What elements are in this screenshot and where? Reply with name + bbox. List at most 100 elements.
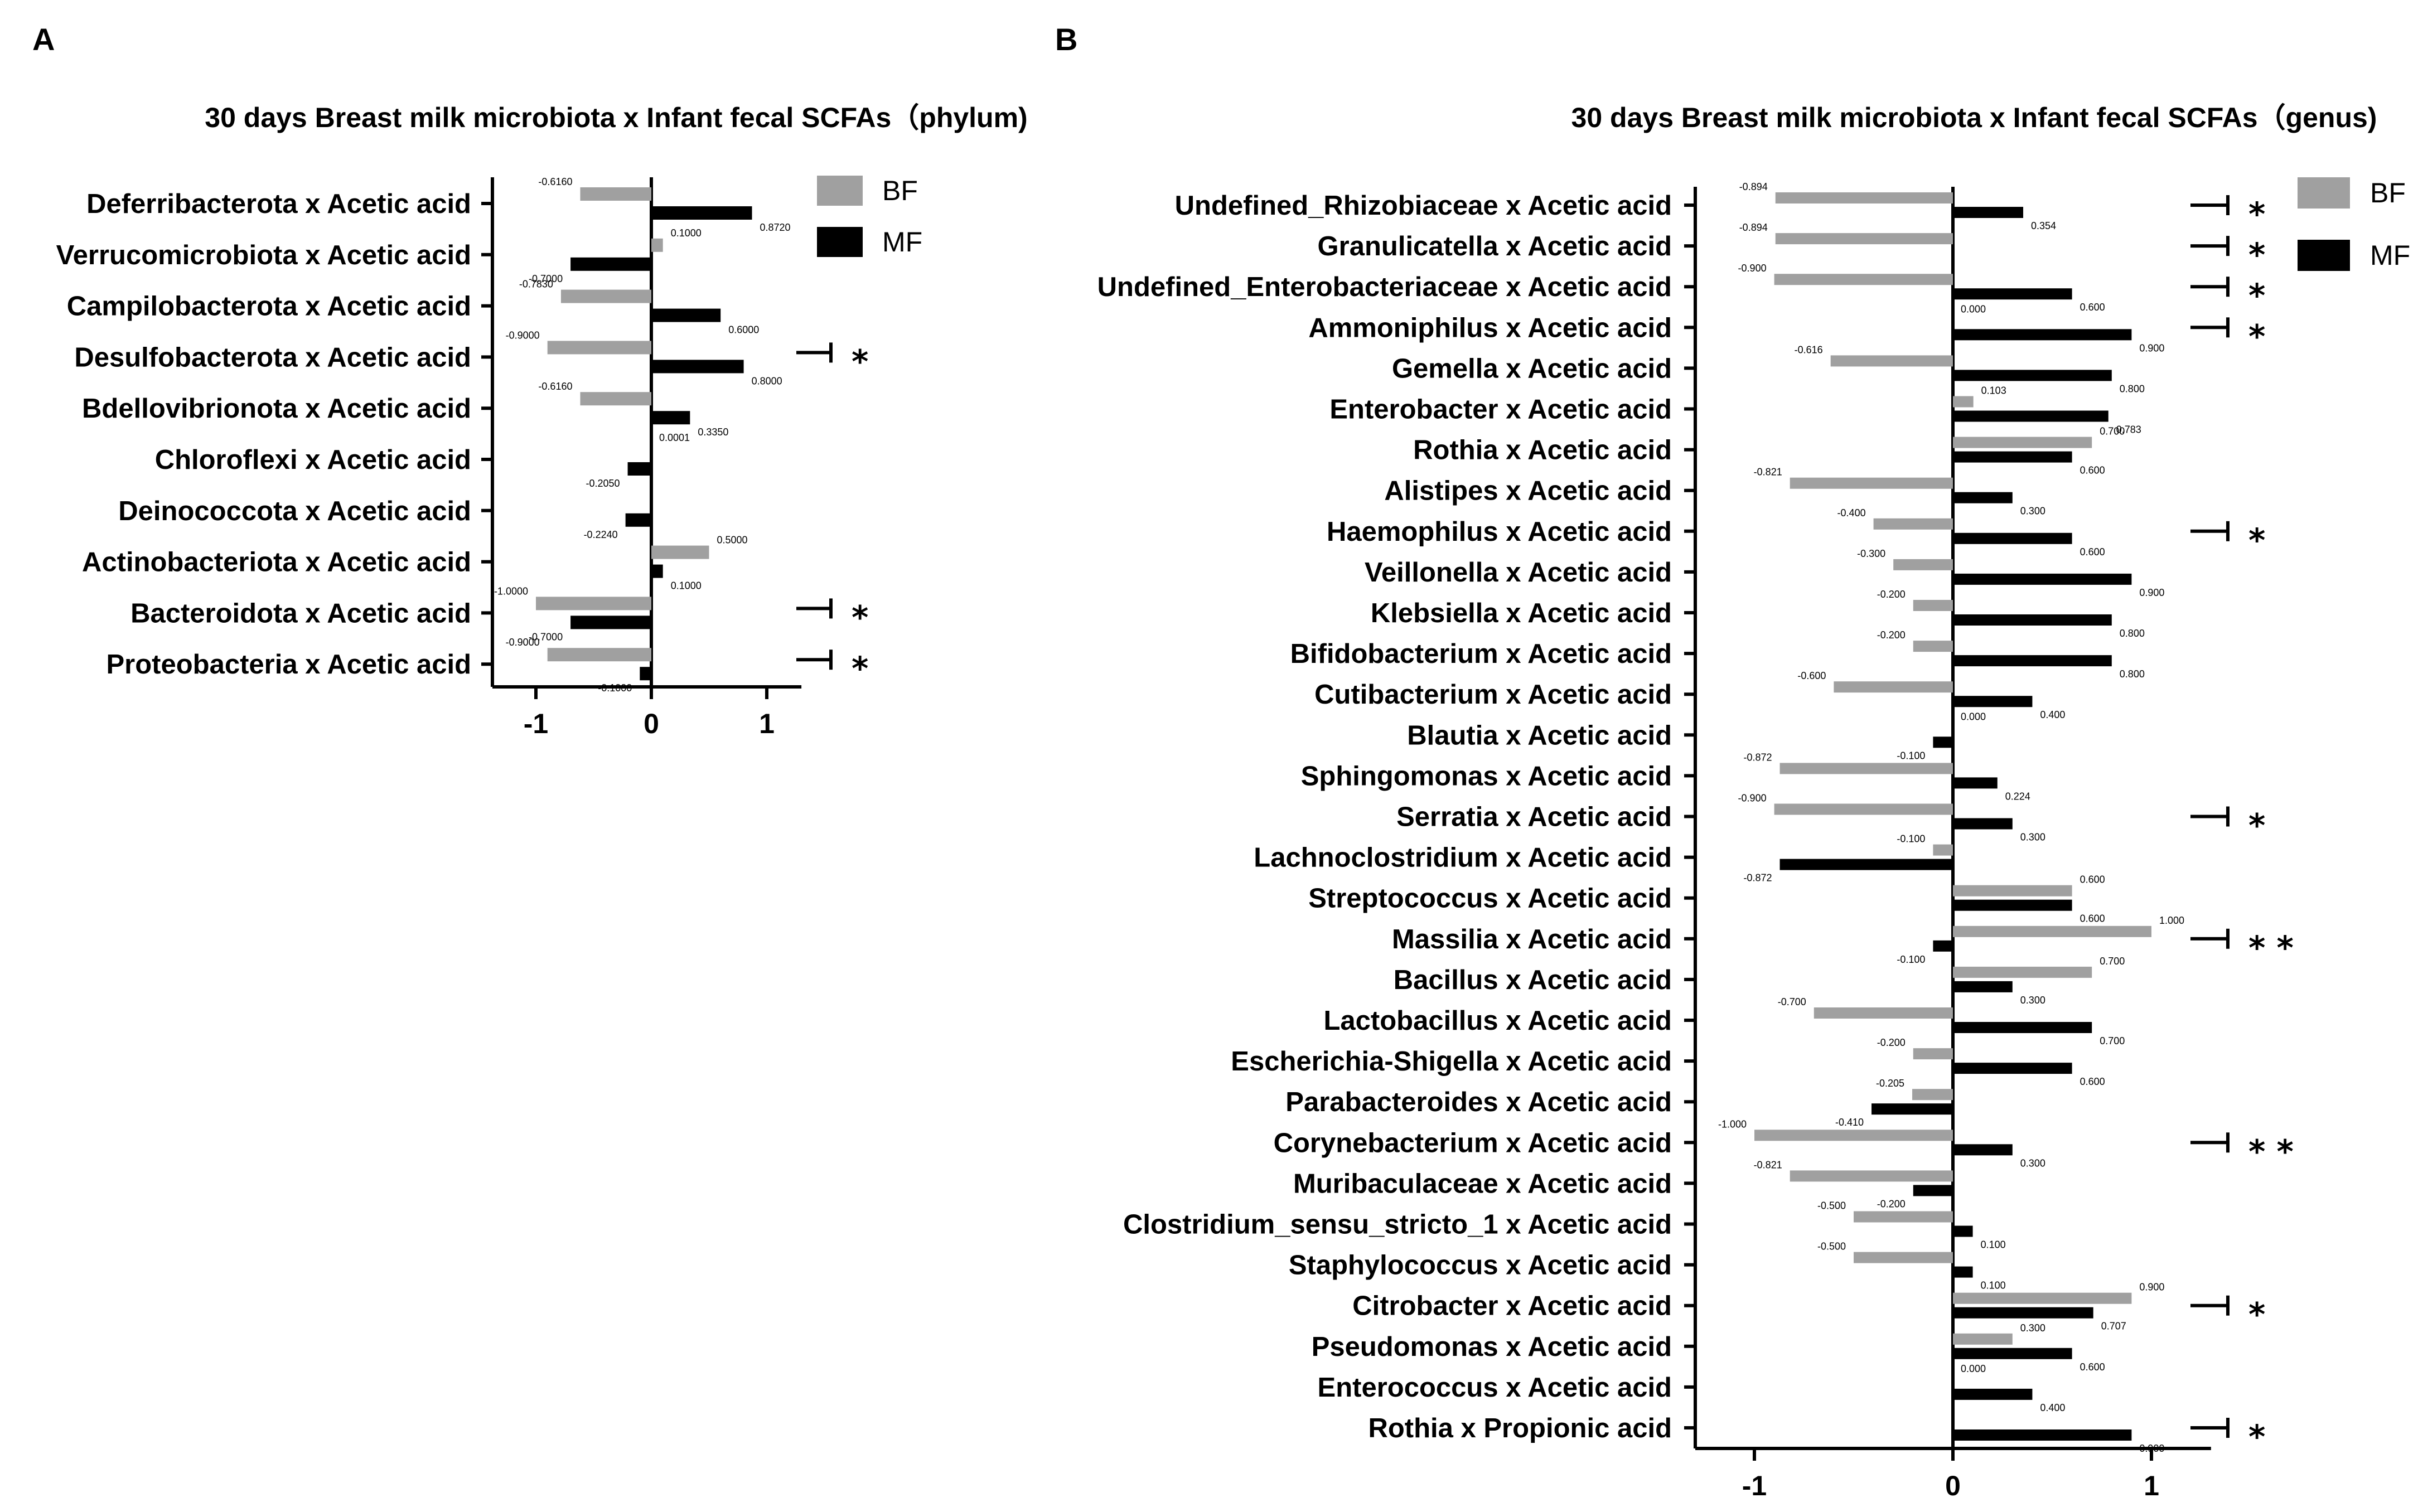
panel-b-mf-bar: [1953, 818, 2013, 830]
panel-a-category-label: Actinobacteriota x Acetic acid: [82, 547, 471, 578]
panel-b-mf-value-label: 0.800: [2120, 628, 2145, 639]
panel-b-bf-bar: [1779, 763, 1953, 774]
panel-a-title: 30 days Breast milk microbiota x Infant …: [205, 102, 1027, 133]
panel-b-x-tick-label: -1: [1742, 1470, 1767, 1501]
panel-b-bf-value-label: 0.900: [2139, 1282, 2164, 1293]
panel-b-bf-bar: [1953, 1333, 2013, 1345]
panel-b-category-label: Citrobacter x Acetic acid: [1352, 1291, 1672, 1321]
panel-b-bf-value-label: -0.500: [1817, 1200, 1846, 1211]
panel-b-mf-value-label: 0.900: [2139, 1443, 2164, 1454]
panel-a-bf-value-label: -0.9000: [506, 329, 540, 341]
panel-a-category-label: Deferribacterota x Acetic acid: [86, 189, 471, 219]
panel-b-bf-value-label: -0.300: [1857, 548, 1885, 559]
panel-a-bf-bar: [580, 187, 651, 201]
panel-b-bf-value-label: -0.200: [1877, 629, 1906, 641]
panel-b-x-tick-label: 0: [1945, 1470, 1961, 1501]
panel-b-category-label: Undefined_Rhizobiaceae x Acetic acid: [1175, 191, 1672, 221]
panel-b-mf-bar: [1871, 1103, 1953, 1115]
panel-b-bf-value-label: 0.300: [2020, 1322, 2045, 1334]
panel-b-legend-swatch-bf: [2298, 177, 2350, 209]
panel-b-category-label: Rothia x Propionic acid: [1368, 1413, 1672, 1443]
panel-b-bf-value-label: -0.205: [1876, 1078, 1904, 1089]
panel-b-mf-value-label: 0.700: [2100, 1035, 2125, 1046]
panel-b-bf-bar: [1913, 600, 1953, 611]
panel-b-mf-value-label: 0.600: [2080, 913, 2105, 924]
panel-a-mf-bar: [570, 257, 651, 271]
panel-b-mf-bar: [1953, 1388, 2033, 1400]
panel-b-significance-marker: *: [2248, 195, 2265, 233]
panel-a-bf-bar: [536, 597, 651, 610]
panel-b-bf-bar: [1873, 518, 1953, 530]
panel-b-mf-bar: [1953, 410, 2109, 422]
panel-a-bf-bar: [651, 238, 663, 252]
panel-b-mf-value-label: 0.300: [2020, 832, 2045, 843]
panel-b-bf-value-label: 0.700: [2100, 956, 2125, 967]
panel-a-bf-value-label: -1.0000: [494, 585, 528, 597]
panel-a-mf-bar: [625, 513, 651, 527]
panel-b-mf-value-label: 0.354: [2031, 220, 2056, 231]
panel-a-bf-value-label: 0.0001: [659, 432, 690, 443]
panel-b-category-label: Granulicatella x Acetic acid: [1318, 231, 1672, 261]
panel-a-mf-value-label: 0.6000: [728, 324, 759, 336]
panel-b-mf-value-label: -0.200: [1877, 1198, 1906, 1209]
panel-a-mf-value-label: -0.2050: [586, 478, 620, 489]
panel-b-mf-bar: [1953, 1429, 2132, 1441]
panel-a-mf-bar: [640, 667, 651, 681]
panel-b-bf-bar: [1754, 1130, 1953, 1141]
panel-b-mf-value-label: 0.900: [2139, 587, 2164, 598]
panel-b-mf-value-label: 0.600: [2080, 546, 2105, 558]
panel-b-bf-value-label: -0.872: [1744, 752, 1772, 763]
panel-b-mf-value-label: -0.100: [1897, 954, 1925, 965]
panel-a-bf-bar: [547, 648, 651, 662]
panel-b-category-label: Parabacteroides x Acetic acid: [1285, 1087, 1672, 1117]
panel-b-legend-label-mf: MF: [2370, 240, 2410, 271]
panel-b-legend-swatch-mf: [2298, 240, 2350, 271]
panel-b-mf-bar: [1953, 207, 2024, 218]
panel-a-bf-bar: [560, 289, 651, 303]
panel-b-bf-value-label: -0.400: [1837, 507, 1866, 518]
panel-b-category-label: Sphingomonas x Acetic acid: [1301, 761, 1672, 791]
panel-a-bf-value-label: -0.9000: [506, 637, 540, 648]
panel-b-letter: B: [1055, 22, 1077, 57]
panel-b-significance-marker: *: [2248, 807, 2265, 845]
panel-b-bf-bar: [1953, 966, 2092, 978]
panel-b-bf-bar: [1775, 233, 1953, 245]
panel-b-mf-bar: [1933, 736, 1953, 748]
panel-b-category-label: Clostridium_sensu_stricto_1 x Acetic aci…: [1123, 1210, 1672, 1240]
panel-b-mf-bar: [1779, 859, 1953, 870]
panel-a-legend-swatch-bf: [817, 176, 863, 206]
panel-b-mf-value-label: 0.224: [2005, 791, 2030, 802]
panel-a-category-label: Chloroflexi x Acetic acid: [155, 445, 471, 475]
panel-b-bf-bar: [1854, 1252, 1953, 1263]
panel-b-bf-bar: [1913, 1048, 1953, 1060]
panel-a-mf-value-label: 0.8720: [760, 222, 791, 233]
panel-b-bf-value-label: -0.894: [1739, 181, 1768, 192]
panel-a-mf-bar: [570, 616, 651, 629]
panel-b-bf-bar: [1913, 641, 1953, 652]
panel-a-bf-value-label: -0.6160: [538, 176, 572, 187]
panel-b-bf-value-label: -0.100: [1897, 833, 1925, 845]
panel-b-bf-value-label: -1.000: [1718, 1118, 1747, 1130]
panel-b-mf-bar: [1953, 981, 2013, 992]
panel-b-bf-value-label: -0.821: [1754, 467, 1782, 478]
panel-b-category-label: Blautia x Acetic acid: [1407, 720, 1672, 750]
panel-b-category-label: Streptococcus x Acetic acid: [1308, 884, 1672, 914]
panel-b-significance-marker: * *: [2248, 1132, 2294, 1170]
panel-b-category-label: Alistipes x Acetic acid: [1384, 476, 1672, 506]
panel-b-bf-value-label: -0.200: [1877, 589, 1906, 600]
panel-b-mf-value-label: 0.800: [2120, 383, 2145, 394]
panel-b-mf-value-label: 0.800: [2120, 668, 2145, 680]
panel-b-bf-bar: [1953, 1292, 2132, 1304]
panel-a-mf-value-label: -0.2240: [584, 529, 618, 540]
panel-a-bf-value-label: 0.1000: [671, 227, 702, 239]
panel-b-mf-value-label: 0.300: [2020, 1157, 2045, 1169]
panel-b-mf-bar: [1953, 777, 1998, 789]
panel-a-mf-value-label: 0.8000: [752, 375, 782, 386]
panel-b-bf-bar: [1834, 681, 1953, 693]
panel-b-category-label: Enterococcus x Acetic acid: [1318, 1373, 1672, 1403]
panel-a-bf-value-label: -0.7830: [519, 279, 553, 290]
panel-b-mf-bar: [1953, 1307, 2093, 1319]
panel-b-bf-bar: [1953, 885, 2072, 896]
panel-b-mf-bar: [1933, 940, 1953, 952]
panel-b-category-label: Staphylococcus x Acetic acid: [1289, 1251, 1672, 1281]
